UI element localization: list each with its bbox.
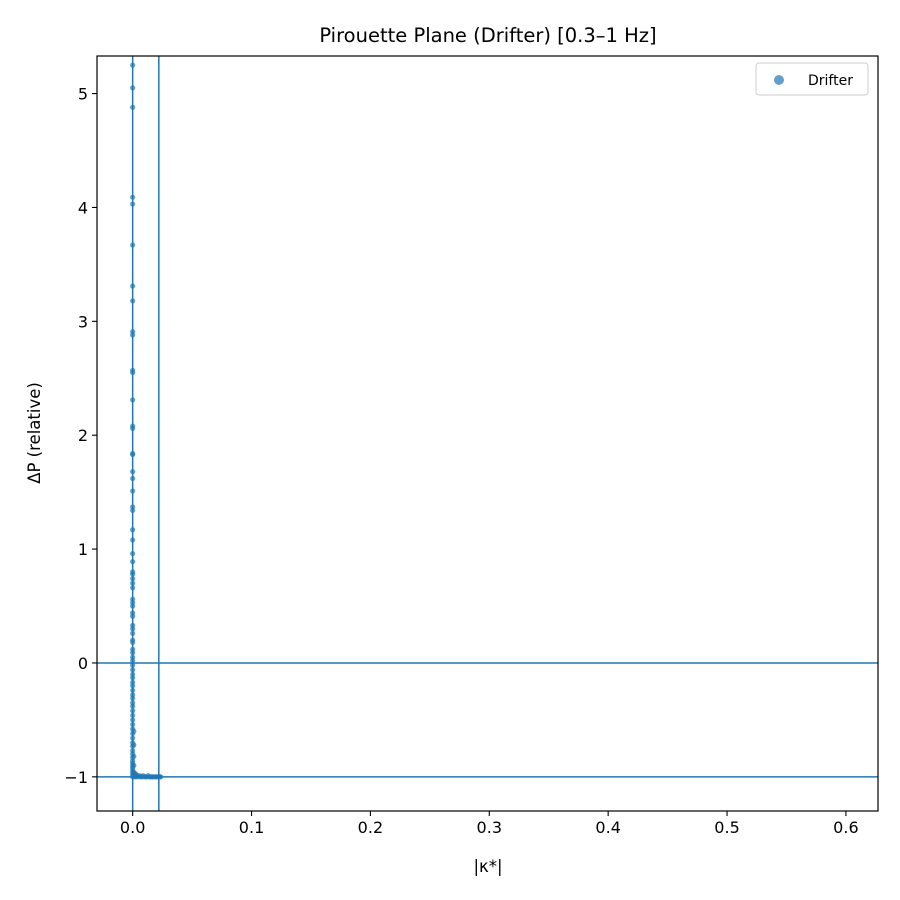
data-point — [130, 527, 136, 533]
data-point — [130, 626, 136, 632]
data-point — [130, 695, 136, 701]
data-point — [130, 662, 136, 668]
y-axis-label: ΔP (relative) — [25, 382, 44, 484]
data-point — [130, 630, 136, 636]
data-point — [131, 742, 137, 748]
y-tick-label: 1 — [78, 540, 88, 559]
series-0 — [130, 62, 164, 780]
data-point — [130, 201, 136, 207]
y-tick-label: 5 — [78, 85, 88, 104]
data-point — [130, 469, 136, 475]
data-point — [130, 721, 136, 728]
data-point — [157, 774, 164, 780]
y-tick-label: 0 — [78, 654, 88, 673]
data-point — [130, 658, 136, 664]
data-point — [130, 332, 136, 338]
data-point — [130, 283, 136, 289]
data-point — [130, 537, 136, 543]
data-point — [130, 451, 136, 458]
x-tick-label: 0.6 — [833, 818, 858, 837]
x-tick-label: 0.4 — [595, 818, 620, 837]
data-point — [130, 580, 136, 586]
data-point — [130, 703, 136, 709]
data-point — [130, 683, 136, 689]
data-point — [130, 507, 136, 513]
y-tick-label: 4 — [78, 198, 88, 217]
x-tick-label: 0.5 — [714, 818, 739, 837]
data-point — [130, 298, 136, 304]
legend-marker — [774, 75, 784, 85]
data-point — [130, 559, 136, 565]
data-point — [130, 475, 136, 482]
data-point — [130, 242, 136, 248]
data-point — [130, 369, 136, 376]
data-point — [130, 397, 136, 403]
x-tick-label: 0.1 — [239, 818, 264, 837]
data-layer — [97, 56, 878, 811]
data-point — [130, 675, 136, 681]
data-point — [130, 712, 136, 718]
axes-frame — [96, 55, 879, 812]
data-point — [130, 639, 136, 646]
y-tick-label: 2 — [78, 426, 88, 445]
data-point — [130, 687, 136, 693]
chart-title: Pirouette Plane (Drifter) [0.3–1 Hz] — [319, 24, 656, 47]
legend-label: Drifter — [808, 73, 853, 89]
data-point — [130, 708, 136, 714]
data-point — [130, 571, 136, 577]
data-point — [130, 576, 136, 582]
data-point — [131, 753, 137, 759]
data-point — [131, 728, 137, 734]
legend-box — [755, 62, 869, 96]
x-axis-label: |κ*| — [473, 857, 502, 876]
data-point — [130, 603, 136, 609]
data-point — [130, 488, 136, 494]
data-point — [130, 104, 136, 110]
data-point — [130, 650, 136, 656]
data-point — [130, 717, 136, 723]
data-point — [131, 762, 137, 769]
y-tick-label: 3 — [78, 312, 88, 331]
data-point — [130, 735, 136, 741]
data-point — [130, 62, 136, 68]
data-point — [130, 585, 136, 591]
x-tick-label: 0.2 — [358, 818, 383, 837]
data-point — [130, 613, 136, 619]
data-point — [130, 667, 136, 673]
x-tick-label: 0.0 — [120, 818, 145, 837]
y-tick-label: −1 — [64, 768, 88, 787]
legend: Drifter — [755, 62, 869, 96]
data-point — [130, 85, 136, 91]
x-tick-label: 0.3 — [477, 818, 502, 837]
data-point — [130, 425, 136, 431]
plot-area: 0.0 0.1 0.2 0.3 0.4 0.5 0.6 −1 0 1 2 3 4 5 Drifter — [64, 55, 879, 837]
data-point — [130, 194, 136, 200]
data-point — [130, 551, 136, 557]
